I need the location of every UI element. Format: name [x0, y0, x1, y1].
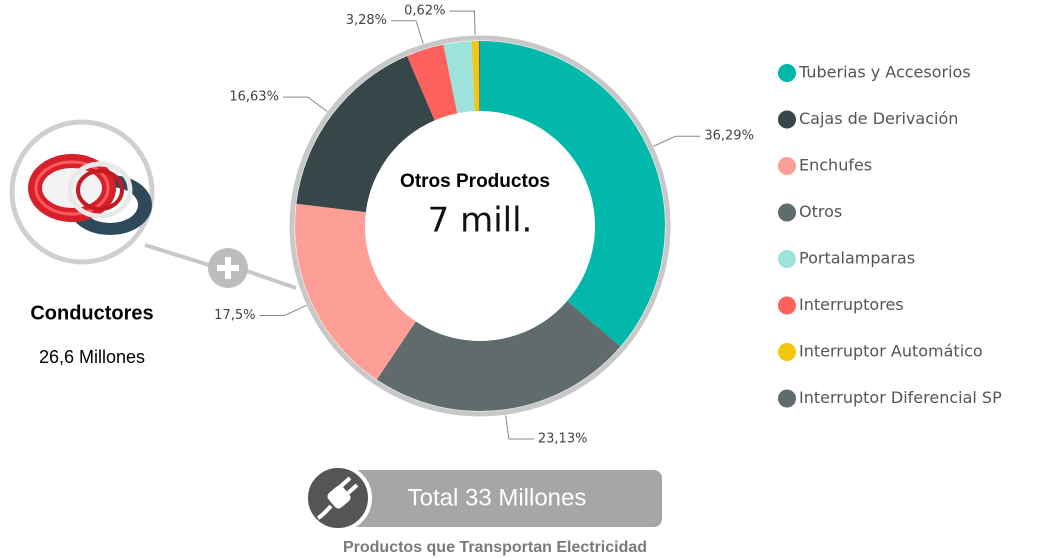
- leader-line: [653, 135, 701, 147]
- side-title: Conductores: [30, 302, 153, 324]
- leader-line: [259, 305, 307, 316]
- legend-marker: [778, 343, 796, 361]
- value-label: 0,62%: [404, 4, 445, 19]
- connector: [144, 243, 213, 268]
- plus-icon: [225, 257, 231, 279]
- value-label: 3,28%: [346, 13, 387, 28]
- donut-hole: [365, 111, 595, 341]
- legend-marker: [778, 203, 796, 222]
- legend-label: Cajas de Derivación: [799, 109, 958, 128]
- legend-label: Interruptores: [799, 295, 904, 314]
- legend-marker: [778, 389, 796, 408]
- caption: Productos que Transportan Electricidad: [343, 539, 647, 556]
- legend-marker: [778, 64, 796, 82]
- value-label: 36,29%: [704, 129, 754, 144]
- connector: [243, 268, 297, 290]
- legend-marker: [778, 250, 796, 268]
- legend-marker: [778, 110, 796, 129]
- value-label: 23,13%: [538, 432, 588, 447]
- value-label: 17,5%: [214, 308, 255, 323]
- leader-line: [282, 96, 328, 112]
- leader-line: [449, 10, 476, 36]
- legend-label: Enchufes: [799, 156, 872, 175]
- legend-marker: [778, 296, 796, 315]
- center-title: Otros Productos: [400, 171, 550, 192]
- wire-icon: [28, 154, 152, 235]
- legend-label: Tuberias y Accesorios: [798, 63, 971, 82]
- donut-frame: [289, 35, 671, 417]
- legend-label: Portalamparas: [799, 249, 915, 268]
- legend-label: Interruptor Diferencial SP: [799, 388, 1002, 407]
- leader-line: [391, 20, 424, 44]
- side-value: 26,6 Millones: [39, 347, 145, 367]
- plug-icon-shape: [317, 476, 359, 520]
- legend-label: Otros: [799, 202, 842, 221]
- value-label: 16,63%: [229, 90, 279, 105]
- center-value: 7 mill.: [428, 201, 533, 241]
- total-label: Total 33 Millones: [408, 484, 587, 511]
- legend-label: Interruptor Automático: [799, 342, 983, 361]
- leader-line: [505, 415, 534, 440]
- total-card: [330, 470, 662, 527]
- legend-marker: [778, 157, 796, 175]
